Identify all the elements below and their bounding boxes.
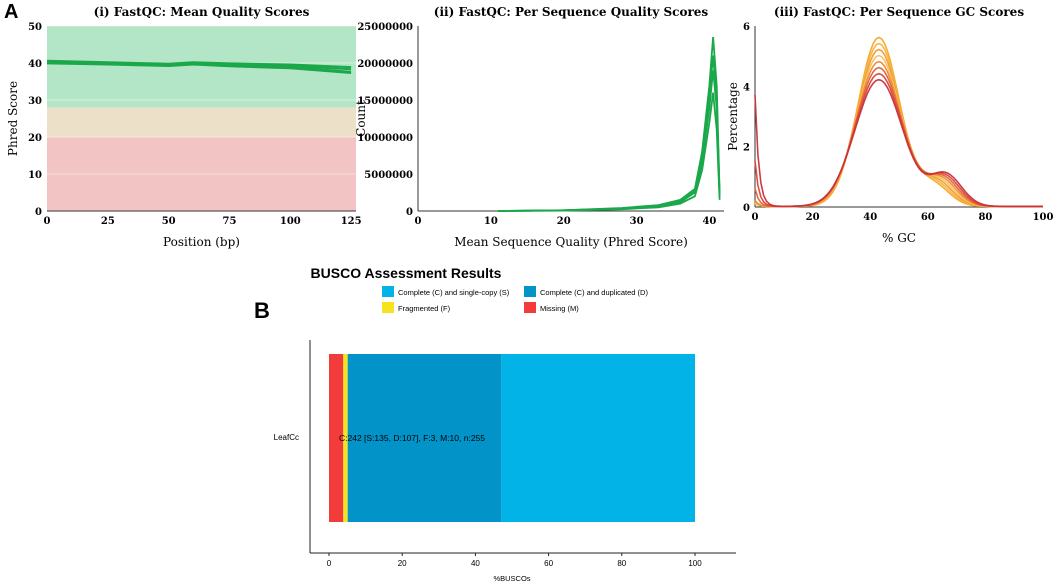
y-tick-label: 30	[28, 96, 42, 107]
x-tick-label: 25	[101, 216, 115, 227]
y-tick-label: 2	[743, 143, 750, 154]
chart-busco: BUSCO Assessment Results Complete (C) and…	[274, 265, 736, 583]
legend-swatch	[524, 302, 536, 313]
chart-per-sequence-quality: 0 10 20 30 40 0 5000000 10000000 15000000 2000000…	[354, 5, 724, 249]
y-tick-label: 15000000	[357, 96, 413, 107]
series-line	[754, 42, 1043, 208]
x-tick-label: 60	[544, 559, 553, 568]
x-tick-label: 30	[630, 216, 644, 227]
chart-per-sequence-gc: 0 20 40 60 80 100 0 2 4 6 (iii) FastQC: Per Sequen…	[726, 5, 1053, 245]
x-tick-label: 0	[44, 216, 51, 227]
x-tick-label: 100	[280, 216, 301, 227]
x-tick-label: 0	[415, 216, 422, 227]
panel-label-a: A	[4, 1, 18, 23]
x-tick-label: 60	[921, 212, 935, 223]
y-tick-label: 40	[28, 59, 42, 70]
x-tick-label: 50	[162, 216, 176, 227]
busco-summary: C:242 [S:135, D:107], F:3, M:10, n:255	[339, 433, 485, 443]
x-tick-label: 80	[617, 559, 626, 568]
chart-title: (ii) FastQC: Per Sequence Quality Scores	[434, 5, 709, 19]
panel-label-b: B	[254, 298, 270, 323]
y-tick-label: 0	[35, 207, 42, 218]
chart-title: (i) FastQC: Mean Quality Scores	[94, 5, 310, 19]
series-line	[754, 78, 1043, 208]
x-tick-label: 75	[223, 216, 237, 227]
y-tick-label: 10000000	[357, 133, 413, 144]
legend-swatch	[382, 302, 394, 313]
legend-label: Complete (C) and single-copy (S)	[398, 288, 510, 297]
y-tick-label: 50	[28, 22, 42, 33]
y-tick-label: 0	[406, 207, 413, 218]
chart-title: (iii) FastQC: Per Sequence GC Scores	[774, 5, 1024, 19]
series-line	[754, 60, 1043, 208]
x-tick-label: 100	[688, 559, 702, 568]
series-line	[498, 70, 721, 212]
series-line	[498, 92, 721, 212]
legend-swatch	[524, 286, 536, 297]
x-tick-label: 0	[752, 212, 759, 223]
y-tick-label: 0	[743, 203, 750, 214]
x-axis-label: Mean Sequence Quality (Phred Score)	[454, 235, 688, 249]
x-tick-label: 80	[978, 212, 992, 223]
x-tick-label: 100	[1033, 212, 1054, 223]
series-line	[754, 66, 1043, 208]
category-label: LeafCc	[274, 433, 299, 442]
x-axis-label: % GC	[882, 231, 916, 245]
x-tick-label: 20	[557, 216, 571, 227]
y-tick-label: 25000000	[357, 22, 413, 33]
x-tick-label: 20	[398, 559, 407, 568]
x-tick-label: 0	[327, 559, 332, 568]
y-axis-label: Count	[354, 100, 368, 137]
x-axis-label: Position (bp)	[163, 235, 240, 249]
bar-segment	[501, 354, 695, 522]
y-axis-label: Percentage	[726, 82, 740, 151]
bar-segment	[329, 354, 344, 522]
quality-band	[47, 107, 356, 137]
y-tick-label: 4	[743, 82, 750, 93]
x-tick-label: 40	[863, 212, 877, 223]
legend-label: Fragmented (F)	[398, 304, 451, 313]
y-axis-label: Phred Score	[6, 81, 20, 156]
x-tick-label: 40	[471, 559, 480, 568]
y-tick-label: 20	[28, 133, 42, 144]
x-tick-label: 40	[702, 216, 716, 227]
series-line	[498, 55, 721, 212]
x-tick-label: 20	[806, 212, 820, 223]
x-tick-label: 125	[341, 216, 362, 227]
x-tick-label: 10	[484, 216, 498, 227]
y-tick-label: 10	[28, 170, 42, 181]
legend-label: Complete (C) and duplicated (D)	[540, 288, 648, 297]
x-axis-label: %BUSCOs	[493, 574, 530, 583]
series-line	[754, 48, 1043, 208]
y-tick-label: 20000000	[357, 59, 413, 70]
y-tick-label: 5000000	[364, 170, 413, 181]
legend-label: Missing (M)	[540, 304, 579, 313]
series-line	[754, 54, 1043, 208]
chart-mean-quality: 0 25 50 75 100 125 0 10 20 30 40 50 (i) FastQC: Mean…	[6, 5, 362, 249]
legend-swatch	[382, 286, 394, 297]
chart-title: BUSCO Assessment Results	[311, 265, 502, 281]
series-line	[754, 36, 1043, 208]
y-tick-label: 6	[743, 22, 750, 33]
bar-segment	[343, 354, 348, 522]
series-line	[46, 60, 352, 71]
series-line	[754, 72, 1043, 208]
bar-segment	[347, 354, 502, 522]
series-line	[46, 62, 352, 74]
